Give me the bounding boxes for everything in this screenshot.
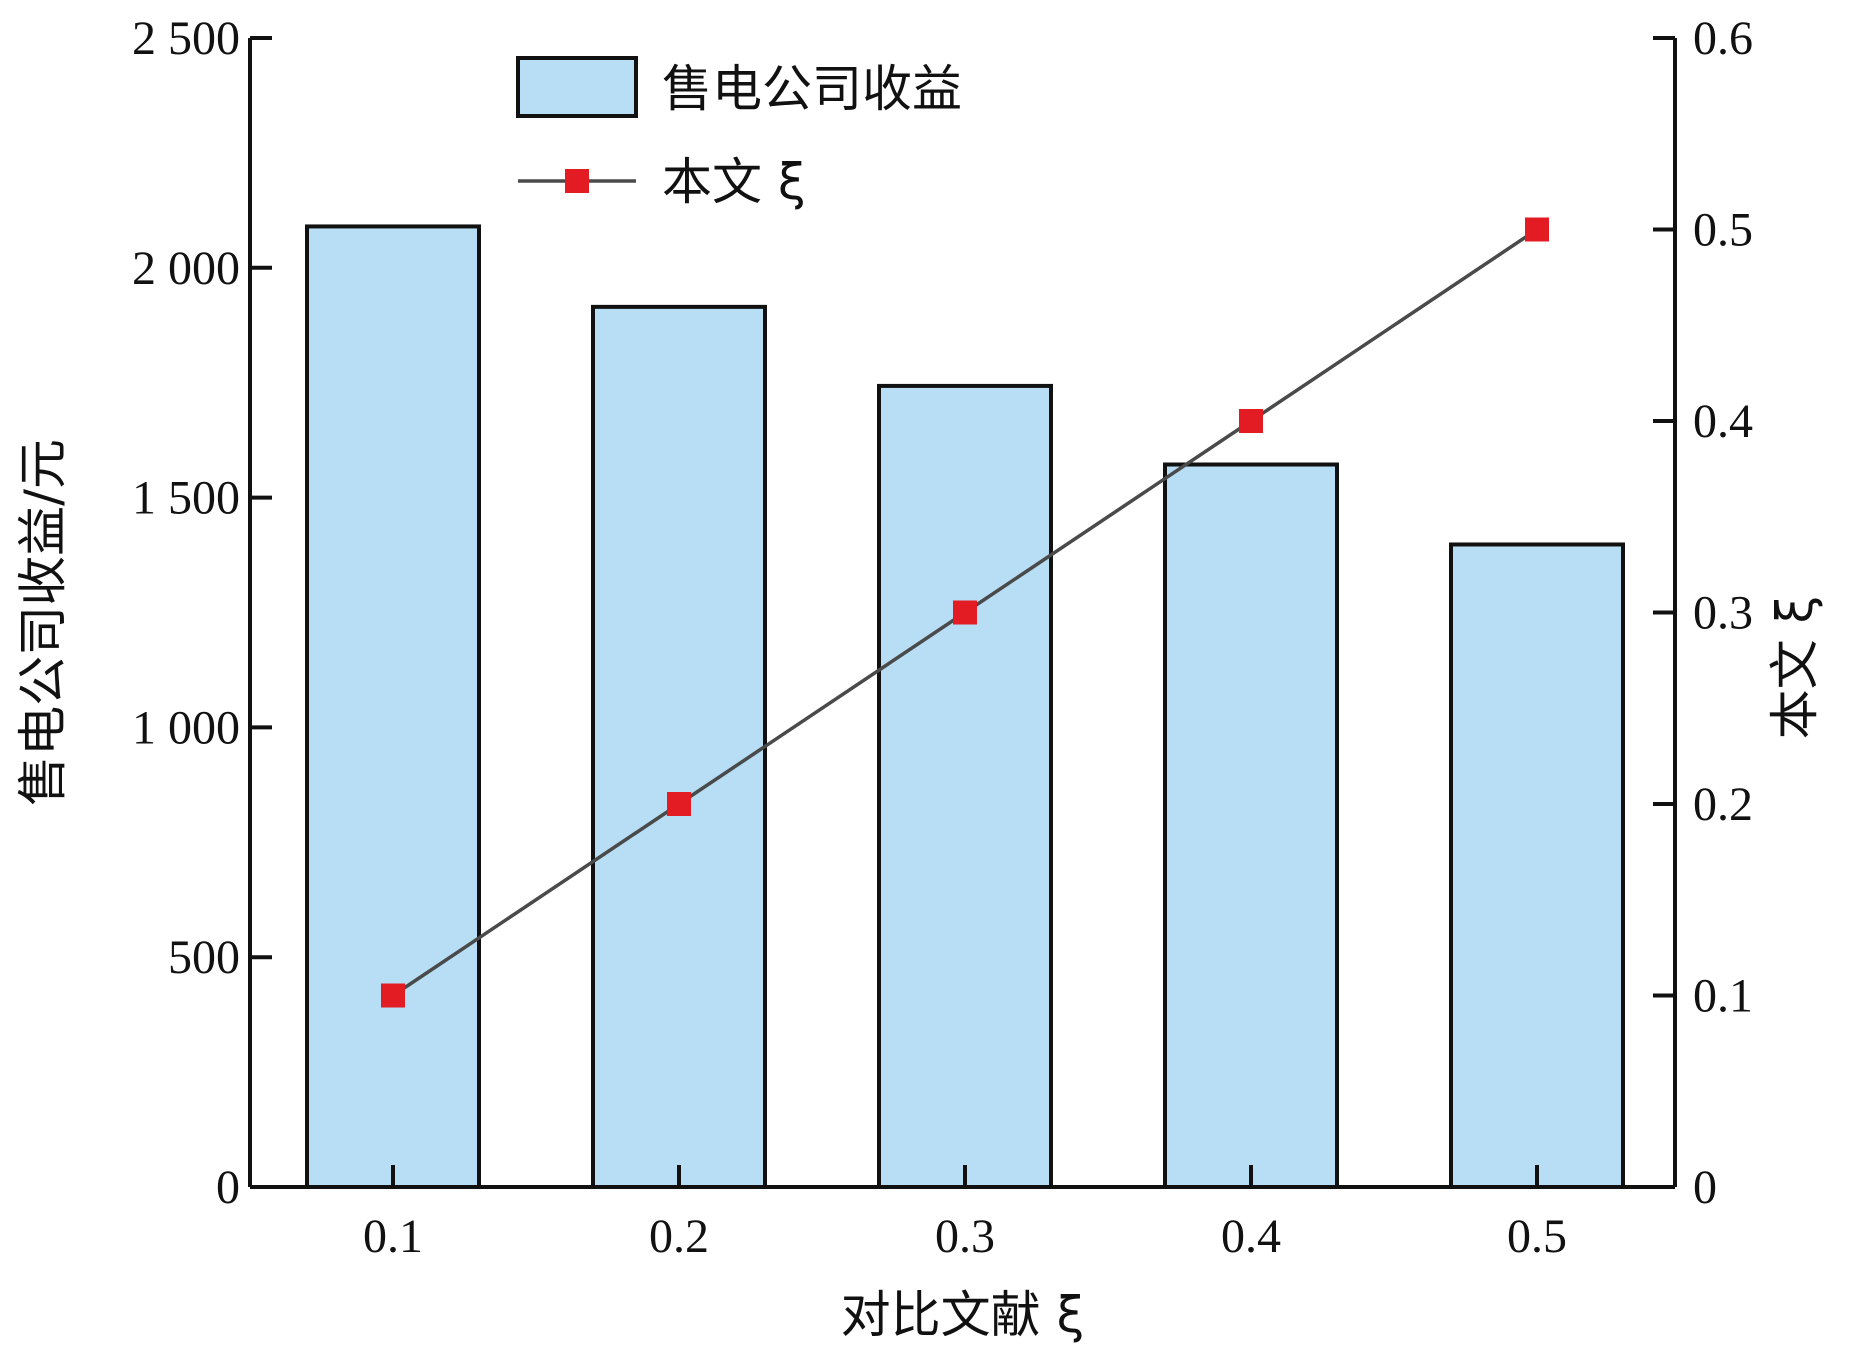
legend-line-marker xyxy=(565,169,589,193)
left-tick-label: 500 xyxy=(168,931,240,984)
legend-line-label: 本文 ξ xyxy=(662,153,806,211)
bar-0.4 xyxy=(1163,462,1339,1189)
bar-0.2 xyxy=(591,304,767,1189)
left-tick-label: 0 xyxy=(216,1161,240,1214)
right-tick-label: 0.4 xyxy=(1693,395,1753,448)
line-point-0.1 xyxy=(381,983,405,1008)
line-point-0.4 xyxy=(1239,409,1263,433)
line-point-0.5 xyxy=(1525,217,1549,242)
line-point-0.2 xyxy=(667,792,691,816)
line-series-layer xyxy=(381,217,1549,1008)
line-point-0.3 xyxy=(953,600,977,625)
right-tick-label: 0 xyxy=(1693,1161,1717,1214)
left-tick-label: 2 000 xyxy=(132,242,240,295)
bar-0.5 xyxy=(1449,542,1625,1189)
bar-0.3 xyxy=(877,383,1053,1190)
x-tick-label: 0.5 xyxy=(1507,1210,1567,1263)
right-tick-label: 0.2 xyxy=(1693,778,1753,831)
right-tick-label: 0.3 xyxy=(1693,587,1753,640)
right-tick-label: 0.1 xyxy=(1693,970,1753,1023)
legend-bar-swatch xyxy=(516,56,638,118)
legend-bar-label: 售电公司收益 xyxy=(662,60,962,118)
x-tick-label: 0.3 xyxy=(935,1210,995,1263)
y2-axis-title: 本文 ξ xyxy=(1766,596,1824,740)
left-tick-label: 1 500 xyxy=(132,472,240,525)
left-tick-label: 2 500 xyxy=(132,12,240,65)
axes-layer: 0 500 1 000 1 500 2 000 2 500 0 0.1 0.2 0.3 0.4 0.5… xyxy=(14,12,1824,1344)
bars-layer xyxy=(305,224,1625,1190)
x-tick-label: 0.2 xyxy=(649,1210,709,1263)
y-axis-title: 售电公司收益/元 xyxy=(14,439,72,806)
bar-0.1 xyxy=(305,224,481,1190)
left-tick-label: 1 000 xyxy=(132,701,240,754)
right-tick-label: 0.5 xyxy=(1693,204,1753,257)
x-tick-label: 0.4 xyxy=(1221,1210,1281,1263)
x-axis-title: 对比文献 ξ xyxy=(841,1286,1085,1344)
right-tick-label: 0.6 xyxy=(1693,12,1753,65)
x-tick-label: 0.1 xyxy=(363,1210,423,1263)
